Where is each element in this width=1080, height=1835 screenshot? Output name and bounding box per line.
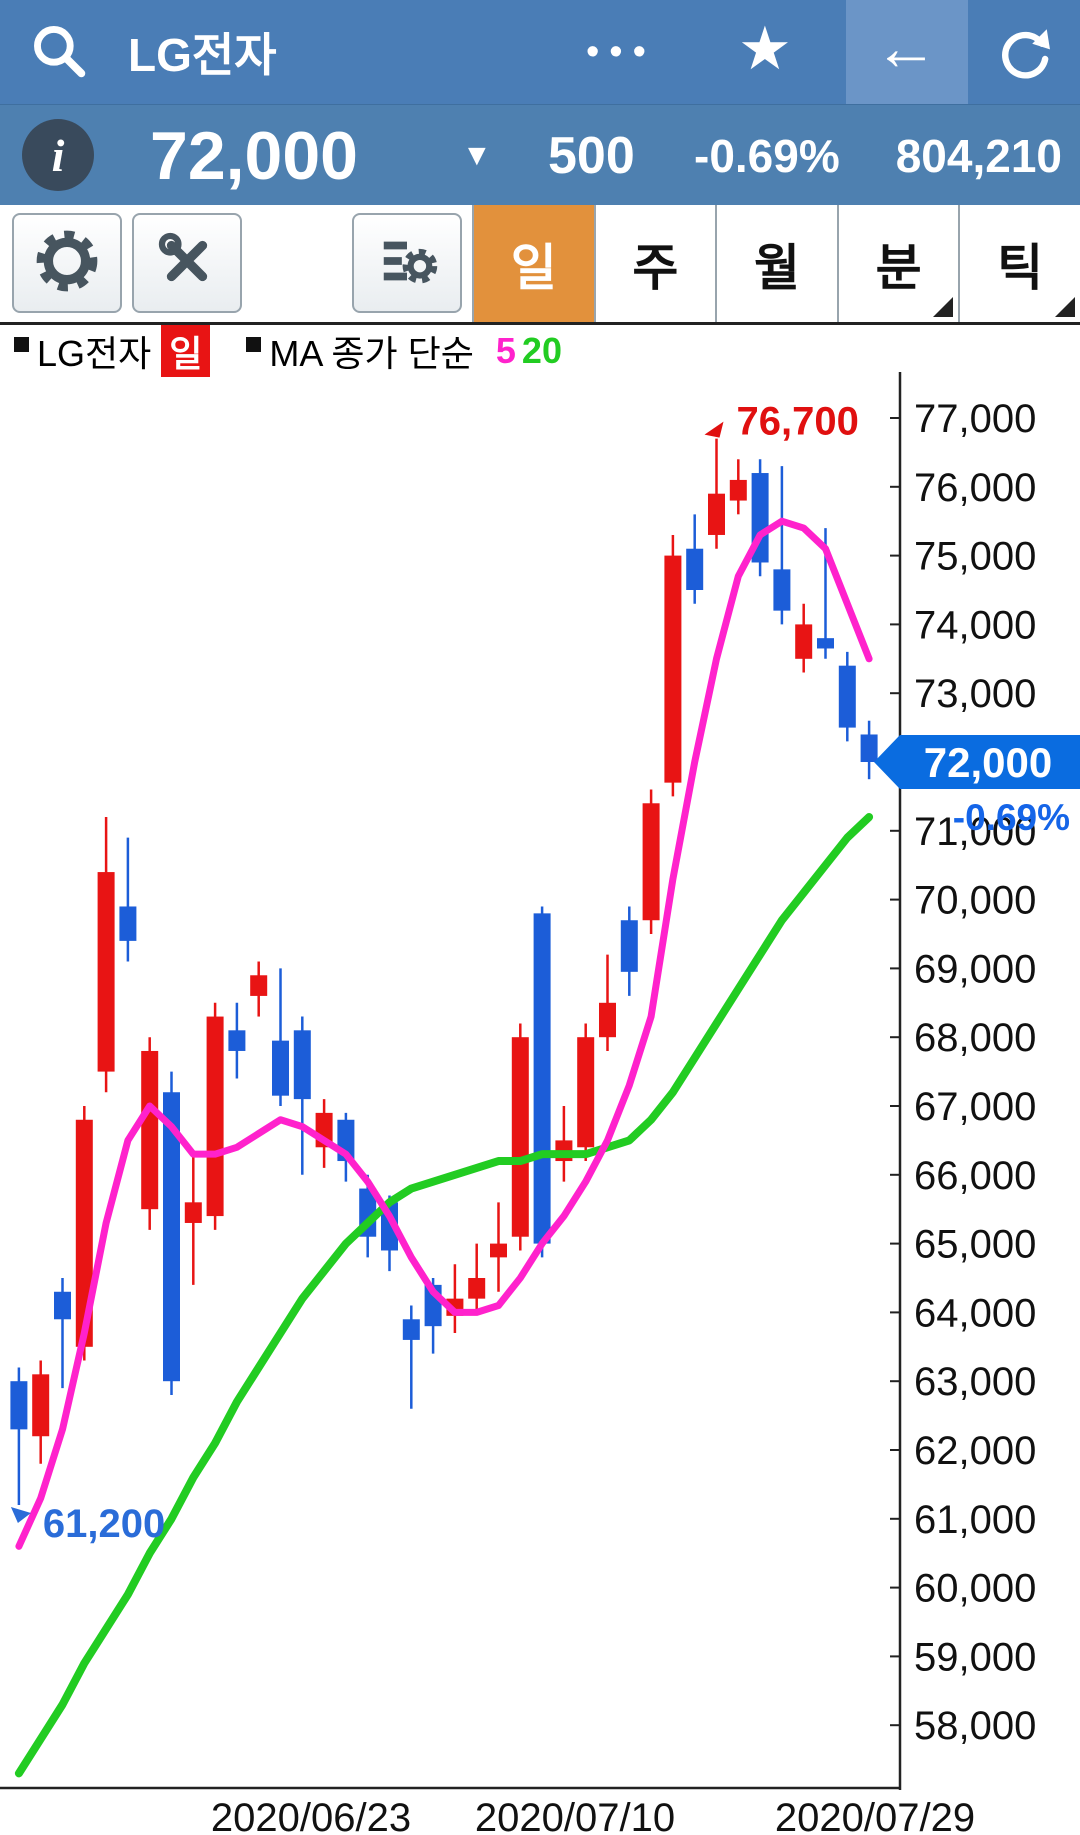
settings-button[interactable] [12,213,122,313]
search-icon[interactable] [28,20,90,87]
price-summary-bar: i 72,000 ▼ 500 -0.69% 804,210 [0,104,1080,206]
price-change-percent: -0.69% [694,129,840,182]
x-axis-date-label: 2020/07/29 [774,1796,976,1835]
svg-text:71,000: 71,000 [914,810,1036,854]
tab-day[interactable]: 일 [472,205,594,322]
refresh-icon[interactable] [996,26,1054,89]
more-menu-icon[interactable]: ••• [586,30,656,73]
chart-legend: LG전자 일 MA 종가 단순 5 20 [0,325,1080,377]
back-button-highlight [846,0,968,104]
legend-bullet-icon [246,336,262,352]
tab-month[interactable]: 월 [715,205,837,322]
moving-average-lines [14,517,874,1778]
svg-text:69,000: 69,000 [914,947,1036,991]
gear-icon [36,230,98,297]
svg-text:74,000: 74,000 [914,603,1036,647]
x-axis-date-label: 2020/07/10 [474,1796,676,1835]
svg-text:76,000: 76,000 [914,466,1036,510]
svg-text:61,000: 61,000 [914,1498,1036,1542]
legend-ma20-period: 20 [521,330,562,371]
svg-text:62,000: 62,000 [914,1429,1036,1473]
svg-text:68,000: 68,000 [914,1016,1036,1060]
trade-volume: 804,210 [895,129,1062,182]
favorite-star-icon[interactable]: ★ [738,15,792,83]
period-tabs: 일 주 월 분 틱 [472,205,1080,322]
svg-text:73,000: 73,000 [914,672,1036,716]
indicator-list-gear-icon [376,230,438,297]
svg-text:77,000: 77,000 [914,397,1036,441]
legend-series-name: LG전자 [37,333,152,374]
svg-text:66,000: 66,000 [914,1154,1036,1198]
tab-tick[interactable]: 틱 [958,205,1080,322]
svg-text:64,000: 64,000 [914,1291,1036,1335]
info-icon[interactable]: i [22,119,94,191]
x-axis-date-label: 2020/06/23 [210,1796,412,1835]
price-change: 500 [548,126,635,185]
legend-period-badge: 일 [161,325,211,377]
top-bar: LG전자 ••• ★ ← [0,0,1080,104]
stock-title[interactable]: LG전자 [128,29,277,81]
svg-text:72,000: 72,000 [924,739,1052,786]
legend-ma-name: MA 종가 단순 [269,333,474,374]
legend-bullet-icon [14,336,29,352]
current-price: 72,000 [150,117,358,194]
back-icon[interactable]: ← [874,11,938,84]
svg-text:59,000: 59,000 [914,1635,1036,1679]
price-chart-svg[interactable]: 77,000 76,000 75,000 74,000 73,000 72,000 71,0… [0,372,1080,1790]
price-annotations: 76,700 61,200 [10,400,859,1546]
svg-text:76,700: 76,700 [737,400,859,444]
svg-text:75,000: 75,000 [914,535,1036,579]
current-price-tag: 72,000 -0.69% [874,735,1080,838]
indicator-settings-button[interactable] [352,213,462,313]
drawing-tools-icon [156,230,218,297]
svg-text:61,200: 61,200 [43,1502,165,1546]
svg-text:65,000: 65,000 [914,1223,1036,1267]
down-triangle-icon: ▼ [462,138,492,172]
svg-text:70,000: 70,000 [914,879,1036,923]
tab-minute[interactable]: 분 [836,205,959,322]
svg-text:58,000: 58,000 [914,1704,1036,1748]
svg-text:60,000: 60,000 [914,1567,1036,1611]
tab-week[interactable]: 주 [593,205,716,322]
svg-text:-0.69%: -0.69% [953,797,1070,838]
svg-text:63,000: 63,000 [914,1360,1036,1404]
tools-button[interactable] [132,213,242,313]
legend-ma5-period: 5 [495,330,516,371]
chart-area[interactable]: 77,000 76,000 75,000 74,000 73,000 72,000 71,0… [0,372,1080,1835]
svg-text:67,000: 67,000 [914,1085,1036,1129]
chart-toolbar: 일 주 월 분 틱 [0,205,1080,325]
